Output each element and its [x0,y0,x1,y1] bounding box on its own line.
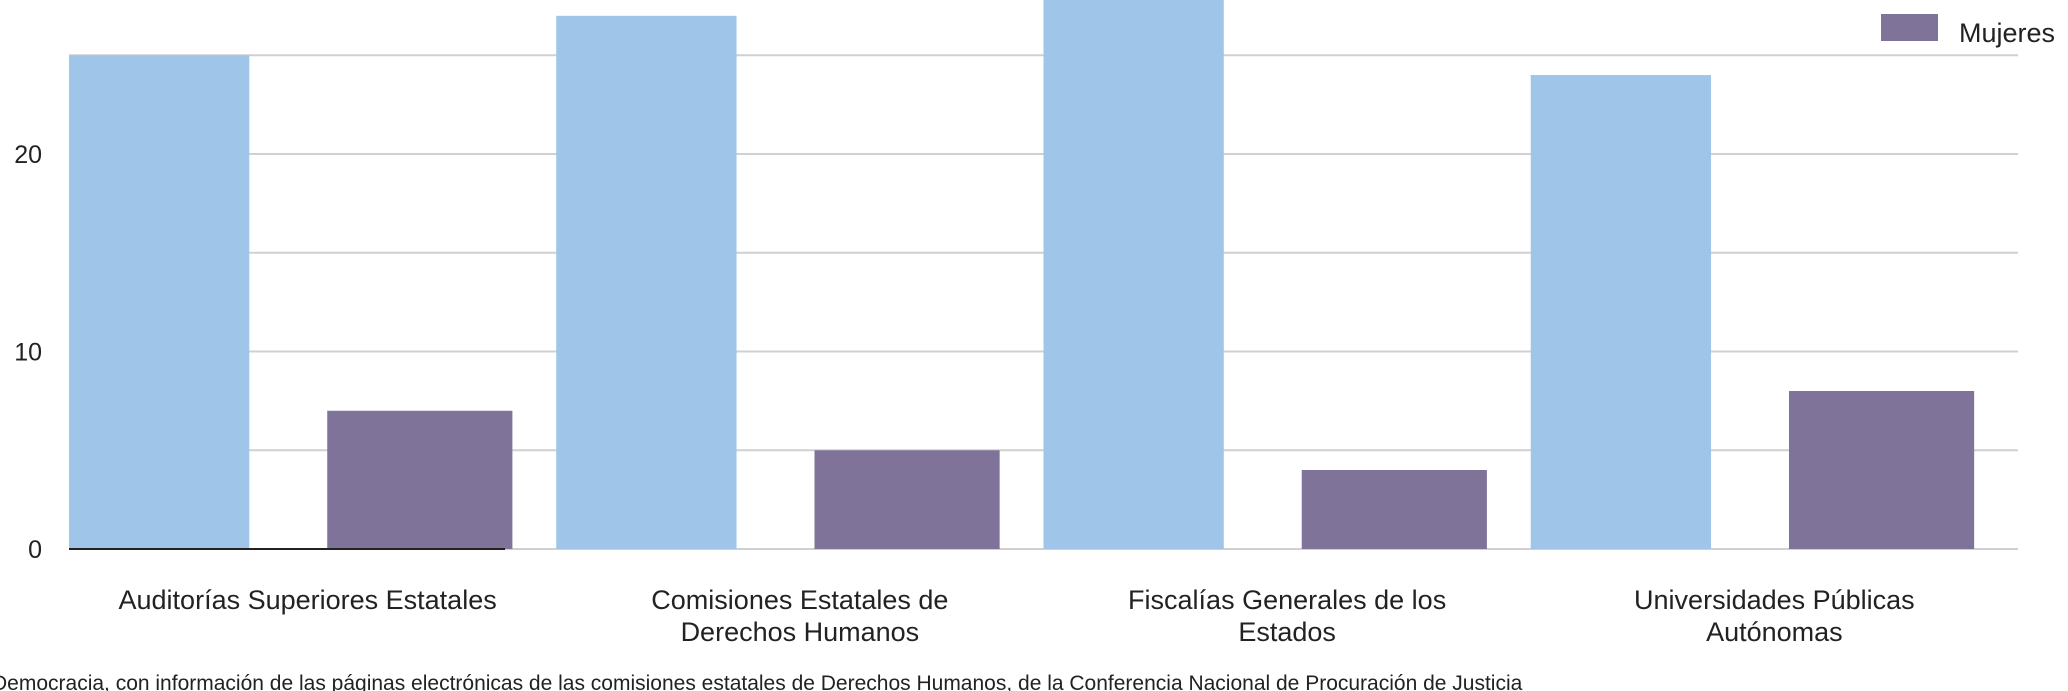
y-tick-label: 0 [28,536,42,564]
legend-label: Mujeres [1959,18,2055,48]
bar [1301,470,1487,549]
bar [69,55,250,550]
bar [1530,75,1712,550]
y-tick-label: 20 [14,141,42,169]
bar [1788,391,1975,549]
x-tick-label: Auditorías Superiores Estatales [118,585,497,615]
x-tick-label: Universidades Públicas Autónomas [1634,585,1915,647]
bars [69,0,1975,550]
legend-swatch [1881,14,1938,41]
bar [814,450,1000,549]
x-tick-label: Comisiones Estatales de Derechos Humanos [651,585,949,647]
y-tick-label: 10 [14,339,42,367]
bar [556,15,737,549]
x-tick-label: Fiscalías Generales de los Estados [1128,585,1447,647]
bar [1043,0,1224,550]
source-note: Democracia, con información de las págin… [0,672,1523,691]
bar [327,410,513,549]
